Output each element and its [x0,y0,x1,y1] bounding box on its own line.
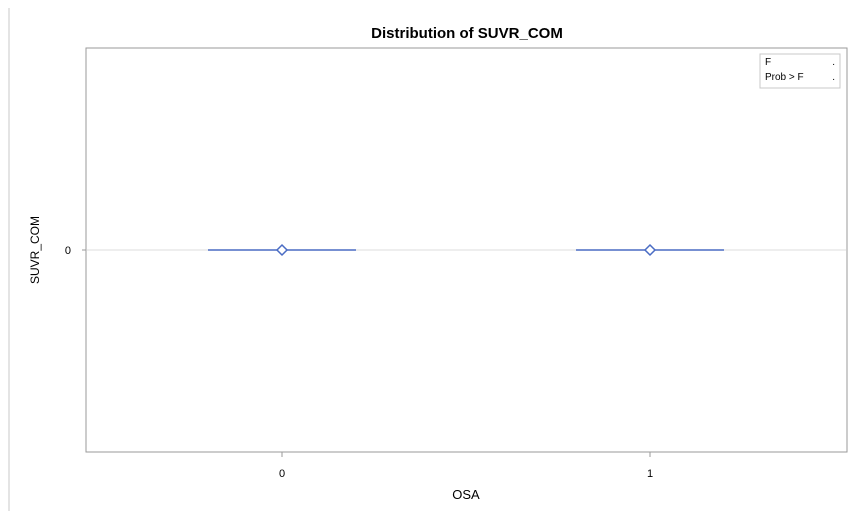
inset-f-label: F [765,57,771,68]
chart-title: Distribution of SUVR_COM [371,25,563,42]
y-tick-label: 0 [65,245,71,257]
y-axis-label: SUVR_COM [28,216,42,284]
mean-marker-1 [643,243,657,257]
inset-table-border [759,53,841,89]
inset-f-value: . [832,57,835,68]
inset-stats-table: F . Prob > F . [759,53,841,89]
mean-marker-0 [275,243,289,257]
box-marks [208,243,724,257]
x-axis-label: OSA [452,487,480,502]
x-tick-label-1: 1 [647,468,653,480]
x-tick-label-0: 0 [279,468,285,480]
inset-prob-value: . [832,72,835,83]
inset-prob-label: Prob > F [765,72,804,83]
